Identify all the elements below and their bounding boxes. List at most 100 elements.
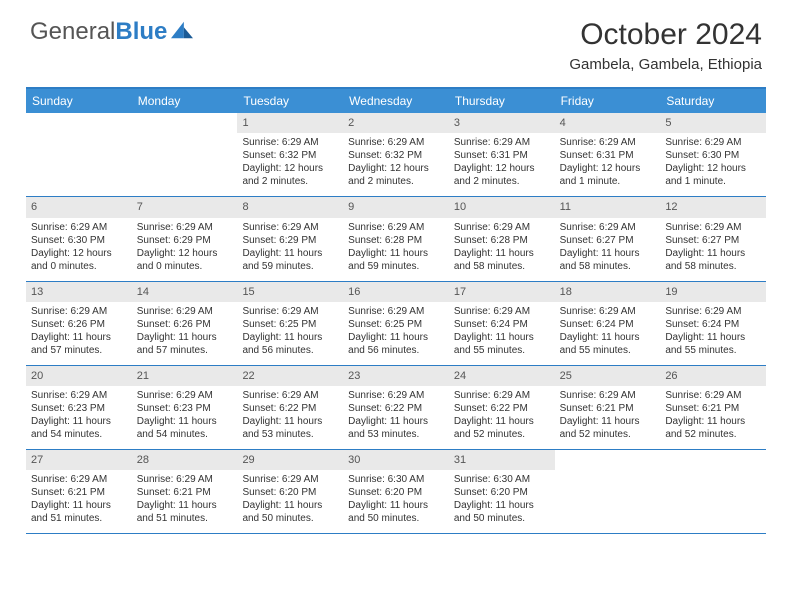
day-line: Daylight: 11 hours and 59 minutes. xyxy=(242,247,338,273)
day-number xyxy=(132,113,238,133)
day-cell: 17Sunrise: 6:29 AMSunset: 6:24 PMDayligh… xyxy=(449,282,555,365)
day-line: Sunset: 6:24 PM xyxy=(665,318,761,331)
day-line: Sunset: 6:21 PM xyxy=(137,486,233,499)
day-body: Sunrise: 6:29 AMSunset: 6:26 PMDaylight:… xyxy=(26,302,132,365)
day-cell: 8Sunrise: 6:29 AMSunset: 6:29 PMDaylight… xyxy=(237,197,343,280)
day-body: Sunrise: 6:30 AMSunset: 6:20 PMDaylight:… xyxy=(343,470,449,533)
day-line: Sunset: 6:29 PM xyxy=(242,234,338,247)
day-body: Sunrise: 6:29 AMSunset: 6:21 PMDaylight:… xyxy=(132,470,238,533)
day-line: Daylight: 11 hours and 51 minutes. xyxy=(31,499,127,525)
day-line: Sunset: 6:31 PM xyxy=(560,149,656,162)
day-line: Sunrise: 6:29 AM xyxy=(454,136,550,149)
month-title: October 2024 xyxy=(569,18,762,52)
day-body xyxy=(26,133,132,144)
day-cell: 4Sunrise: 6:29 AMSunset: 6:31 PMDaylight… xyxy=(555,113,661,196)
day-line: Daylight: 11 hours and 50 minutes. xyxy=(348,499,444,525)
day-number: 2 xyxy=(343,113,449,133)
day-line: Sunset: 6:20 PM xyxy=(348,486,444,499)
day-cell: 20Sunrise: 6:29 AMSunset: 6:23 PMDayligh… xyxy=(26,366,132,449)
day-body: Sunrise: 6:29 AMSunset: 6:30 PMDaylight:… xyxy=(26,218,132,281)
day-line: Sunset: 6:25 PM xyxy=(348,318,444,331)
day-number: 5 xyxy=(660,113,766,133)
day-line: Sunrise: 6:29 AM xyxy=(560,305,656,318)
day-line: Sunset: 6:23 PM xyxy=(137,402,233,415)
day-line: Sunset: 6:26 PM xyxy=(137,318,233,331)
day-body: Sunrise: 6:29 AMSunset: 6:24 PMDaylight:… xyxy=(449,302,555,365)
day-number: 17 xyxy=(449,282,555,302)
day-number: 28 xyxy=(132,450,238,470)
day-line: Sunset: 6:30 PM xyxy=(31,234,127,247)
day-cell xyxy=(660,450,766,533)
day-line: Sunrise: 6:29 AM xyxy=(665,305,761,318)
location-text: Gambela, Gambela, Ethiopia xyxy=(569,56,762,73)
day-line: Sunrise: 6:29 AM xyxy=(665,389,761,402)
day-body: Sunrise: 6:29 AMSunset: 6:23 PMDaylight:… xyxy=(26,386,132,449)
day-number: 11 xyxy=(555,197,661,217)
day-line: Sunset: 6:27 PM xyxy=(665,234,761,247)
day-line: Sunrise: 6:29 AM xyxy=(137,389,233,402)
day-number: 10 xyxy=(449,197,555,217)
day-line: Daylight: 12 hours and 0 minutes. xyxy=(137,247,233,273)
day-body: Sunrise: 6:30 AMSunset: 6:20 PMDaylight:… xyxy=(449,470,555,533)
day-cell: 19Sunrise: 6:29 AMSunset: 6:24 PMDayligh… xyxy=(660,282,766,365)
weekday-header: Wednesday xyxy=(343,89,449,113)
weekday-header: Thursday xyxy=(449,89,555,113)
day-line: Sunrise: 6:29 AM xyxy=(454,221,550,234)
day-line: Sunset: 6:28 PM xyxy=(454,234,550,247)
day-line: Daylight: 11 hours and 55 minutes. xyxy=(454,331,550,357)
day-body: Sunrise: 6:29 AMSunset: 6:25 PMDaylight:… xyxy=(343,302,449,365)
day-cell: 14Sunrise: 6:29 AMSunset: 6:26 PMDayligh… xyxy=(132,282,238,365)
day-line: Daylight: 12 hours and 0 minutes. xyxy=(31,247,127,273)
day-body: Sunrise: 6:29 AMSunset: 6:24 PMDaylight:… xyxy=(555,302,661,365)
day-cell: 21Sunrise: 6:29 AMSunset: 6:23 PMDayligh… xyxy=(132,366,238,449)
day-body: Sunrise: 6:29 AMSunset: 6:27 PMDaylight:… xyxy=(555,218,661,281)
day-line: Sunrise: 6:29 AM xyxy=(242,136,338,149)
calendar: SundayMondayTuesdayWednesdayThursdayFrid… xyxy=(26,87,766,534)
day-cell: 13Sunrise: 6:29 AMSunset: 6:26 PMDayligh… xyxy=(26,282,132,365)
logo-text: GeneralBlue xyxy=(30,18,167,46)
day-body: Sunrise: 6:29 AMSunset: 6:31 PMDaylight:… xyxy=(555,133,661,196)
day-body: Sunrise: 6:29 AMSunset: 6:24 PMDaylight:… xyxy=(660,302,766,365)
day-line: Daylight: 11 hours and 56 minutes. xyxy=(348,331,444,357)
day-cell: 2Sunrise: 6:29 AMSunset: 6:32 PMDaylight… xyxy=(343,113,449,196)
day-cell: 11Sunrise: 6:29 AMSunset: 6:27 PMDayligh… xyxy=(555,197,661,280)
day-body: Sunrise: 6:29 AMSunset: 6:22 PMDaylight:… xyxy=(237,386,343,449)
day-line: Daylight: 11 hours and 53 minutes. xyxy=(242,415,338,441)
day-number: 7 xyxy=(132,197,238,217)
day-line: Sunset: 6:21 PM xyxy=(31,486,127,499)
day-line: Sunset: 6:26 PM xyxy=(31,318,127,331)
day-body: Sunrise: 6:29 AMSunset: 6:31 PMDaylight:… xyxy=(449,133,555,196)
day-line: Sunrise: 6:29 AM xyxy=(242,305,338,318)
day-line: Daylight: 12 hours and 1 minute. xyxy=(665,162,761,188)
logo: GeneralBlue xyxy=(30,18,193,46)
day-line: Sunrise: 6:29 AM xyxy=(348,221,444,234)
day-line: Daylight: 11 hours and 59 minutes. xyxy=(348,247,444,273)
day-body: Sunrise: 6:29 AMSunset: 6:21 PMDaylight:… xyxy=(555,386,661,449)
day-line: Daylight: 11 hours and 57 minutes. xyxy=(137,331,233,357)
day-line: Daylight: 11 hours and 58 minutes. xyxy=(560,247,656,273)
day-line: Sunset: 6:30 PM xyxy=(665,149,761,162)
weekday-header: Friday xyxy=(555,89,661,113)
day-line: Sunrise: 6:29 AM xyxy=(242,221,338,234)
day-cell: 5Sunrise: 6:29 AMSunset: 6:30 PMDaylight… xyxy=(660,113,766,196)
day-line: Daylight: 11 hours and 57 minutes. xyxy=(31,331,127,357)
day-line: Sunset: 6:24 PM xyxy=(560,318,656,331)
day-line: Sunrise: 6:29 AM xyxy=(31,221,127,234)
day-line: Sunset: 6:32 PM xyxy=(242,149,338,162)
day-line: Daylight: 11 hours and 52 minutes. xyxy=(454,415,550,441)
day-number: 12 xyxy=(660,197,766,217)
day-cell: 29Sunrise: 6:29 AMSunset: 6:20 PMDayligh… xyxy=(237,450,343,533)
day-line: Sunrise: 6:30 AM xyxy=(348,473,444,486)
day-line: Sunset: 6:20 PM xyxy=(242,486,338,499)
logo-text-blue: Blue xyxy=(115,18,167,45)
day-cell: 23Sunrise: 6:29 AMSunset: 6:22 PMDayligh… xyxy=(343,366,449,449)
day-body xyxy=(132,133,238,144)
day-cell: 31Sunrise: 6:30 AMSunset: 6:20 PMDayligh… xyxy=(449,450,555,533)
day-number: 24 xyxy=(449,366,555,386)
day-line: Sunrise: 6:29 AM xyxy=(454,305,550,318)
day-body: Sunrise: 6:29 AMSunset: 6:22 PMDaylight:… xyxy=(343,386,449,449)
day-number xyxy=(660,450,766,470)
day-body: Sunrise: 6:29 AMSunset: 6:22 PMDaylight:… xyxy=(449,386,555,449)
day-line: Sunset: 6:22 PM xyxy=(348,402,444,415)
day-cell: 16Sunrise: 6:29 AMSunset: 6:25 PMDayligh… xyxy=(343,282,449,365)
